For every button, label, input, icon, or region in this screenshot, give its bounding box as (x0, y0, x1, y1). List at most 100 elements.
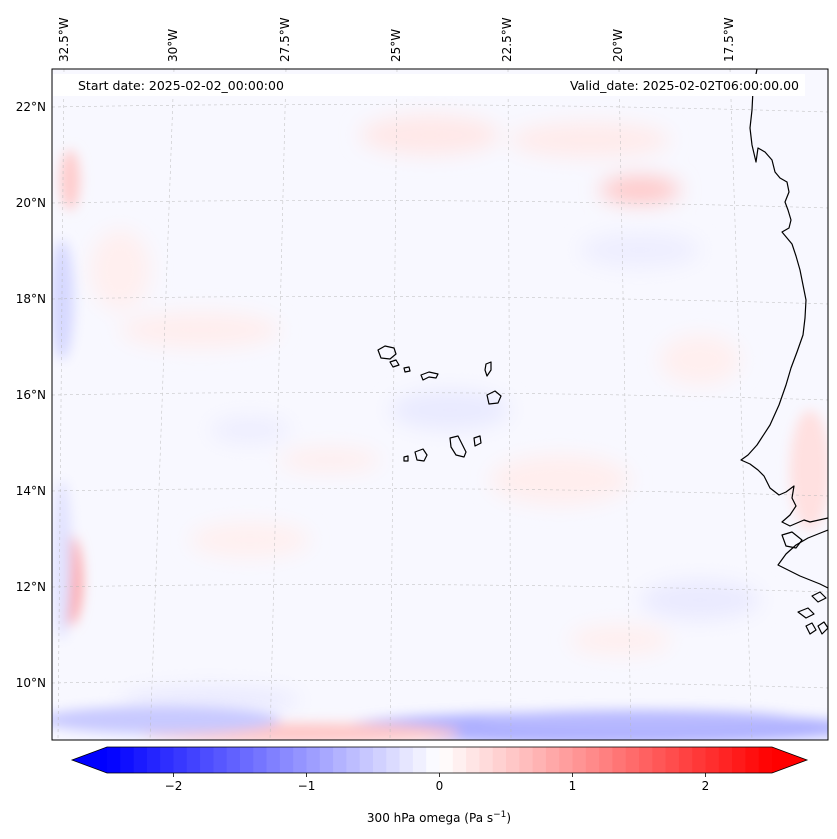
colorbar-tick-label: 1 (569, 779, 577, 793)
santa-luzia (403, 366, 411, 373)
colorbar-segment (186, 747, 201, 773)
brava (403, 455, 409, 462)
longitude-labels: 32.5°W 30°W 27.5°W 25°W 22.5°W 20°W 17.5… (57, 17, 736, 62)
colorbar-segment (333, 747, 347, 773)
lat-label-18n: 18°N (16, 292, 46, 306)
colorbar-segment (692, 747, 707, 773)
colorbar-segment (439, 747, 454, 773)
parallel-14n (52, 488, 828, 497)
colorbar-segment (279, 747, 294, 773)
colorbar-segment (359, 747, 374, 773)
colorbar-segment (120, 747, 135, 773)
colorbar-tick-label: 2 (702, 779, 710, 793)
colorbar-segment (532, 747, 547, 773)
lon-label-27-5w: 27.5°W (278, 17, 292, 62)
colorbar-segment (253, 747, 268, 773)
colorbar-segment (293, 747, 308, 773)
colorbar-segment (160, 747, 175, 773)
colorbar-segment (107, 747, 121, 773)
colorbar-label: 300 hPa omega (Pa s−1) (367, 810, 511, 825)
fogo (414, 448, 428, 462)
colorbar-segment (492, 747, 507, 773)
colorbar-segment (266, 747, 281, 773)
lon-label-22-5w: 22.5°W (500, 17, 514, 62)
colorbar-segment (213, 747, 228, 773)
graticule (52, 69, 828, 740)
parallel-12n (52, 584, 828, 593)
lon-label-25w: 25°W (389, 29, 403, 62)
sao-nicolau (420, 371, 439, 381)
colorbar-segment (652, 747, 667, 773)
meridian-17-5w (729, 69, 753, 740)
colorbar-segment (146, 747, 161, 773)
colorbar-segment (479, 747, 494, 773)
omega-field (52, 69, 828, 740)
colorbar-segment (373, 747, 387, 773)
colorbar-segment (545, 747, 560, 773)
parallel-18n (52, 296, 828, 305)
lat-label-22n: 22°N (16, 100, 46, 114)
meridian-22-5w (507, 69, 512, 740)
lat-label-20n: 20°N (16, 196, 46, 210)
lon-label-17-5w: 17.5°W (722, 17, 736, 62)
lat-label-14n: 14°N (16, 484, 46, 498)
meridian-20w (618, 69, 632, 740)
sal (484, 361, 492, 377)
santiago (449, 435, 467, 458)
colorbar-segment (306, 747, 321, 773)
lat-label-12n: 12°N (16, 580, 46, 594)
colorbar-segment (745, 747, 760, 773)
colorbar-segment (426, 747, 441, 773)
colorbar-segment (572, 747, 587, 773)
colorbar-segment (625, 747, 640, 773)
parallel-22n (52, 104, 828, 113)
lon-label-32-5w: 32.5°W (57, 17, 71, 62)
colorbar-segment (133, 747, 148, 773)
valid-date-label: Valid_date: 2025-02-02T06:00:00.00 (570, 78, 799, 93)
colorbar-segment (758, 747, 773, 773)
maio (473, 435, 482, 447)
latitude-labels: 22°N 20°N 18°N 16°N 14°N 12°N 10°N (16, 100, 46, 690)
parallel-10n (52, 680, 828, 689)
colorbar-tick-label: −1 (298, 779, 316, 793)
colorbar-tick-label: 0 (436, 779, 444, 793)
colorbar-segment (466, 747, 480, 773)
colorbar-segment (559, 747, 574, 773)
boa-vista (486, 390, 502, 405)
colorbar-segment (399, 747, 414, 773)
colorbar-segment (346, 747, 361, 773)
bissagos-islands (797, 591, 828, 635)
colorbar-segment (452, 747, 467, 773)
lon-label-30w: 30°W (166, 29, 180, 62)
colorbar: −2 −1 0 1 2 300 hPa omega (Pa s−1) (70, 746, 809, 825)
colorbar-extend-high (772, 747, 807, 773)
colorbar-tick-label: −2 (165, 779, 183, 793)
santo-antao (377, 345, 397, 360)
coastlines (377, 69, 828, 635)
colorbar-segment (506, 747, 520, 773)
colorbar-segment (718, 747, 733, 773)
parallel-20n (52, 200, 828, 209)
meridian-25w (389, 69, 398, 740)
colorbar-segment (665, 747, 680, 773)
colorbar-segment (639, 747, 653, 773)
colorbar-segment (386, 747, 401, 773)
lat-label-16n: 16°N (16, 388, 46, 402)
colorbar-segment (585, 747, 600, 773)
colorbar-segment (200, 747, 214, 773)
meridian-30w (149, 69, 175, 740)
lat-label-10n: 10°N (16, 676, 46, 690)
parallel-16n (52, 392, 828, 401)
colorbar-segments (107, 747, 773, 773)
colorbar-extend-low (72, 747, 107, 773)
meridian-27-5w (269, 69, 287, 740)
meridian-32-5w (57, 69, 65, 740)
colorbar-segment (519, 747, 534, 773)
map-frame (51, 68, 829, 741)
colorbar-segment (732, 747, 746, 773)
colorbar-ticks: −2 −1 0 1 2 (165, 773, 710, 793)
colorbar-segment (705, 747, 720, 773)
start-date-label: Start date: 2025-02-02_00:00:00 (78, 78, 284, 93)
sao-vicente (389, 359, 400, 368)
